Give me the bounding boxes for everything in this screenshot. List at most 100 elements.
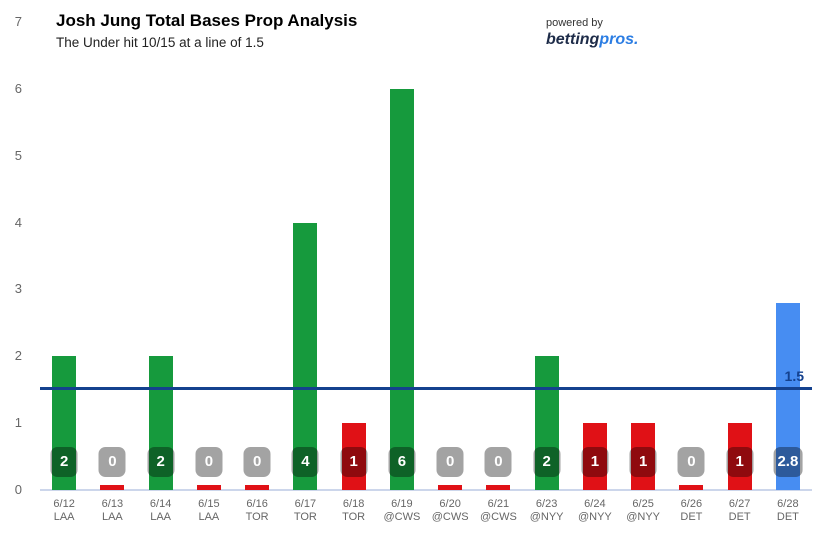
bar-6-25[interactable]: [631, 423, 656, 490]
x-axis-date: 6/14: [149, 498, 172, 510]
bar-slot: 0 6/20 @CWS: [426, 22, 474, 523]
x-axis-label: 6/15 LAA: [198, 498, 219, 524]
bar-6-18[interactable]: [341, 423, 366, 490]
plot-area: 2 6/12 LAA 0 6/13 LAA 2 6/14 LAA 0 6/15 LAA 0 6/16 TOR…: [40, 22, 812, 523]
x-axis-label: 6/19 @CWS: [383, 498, 420, 524]
x-axis-opponent: @NYY: [626, 511, 661, 523]
bar-6-13[interactable]: [100, 485, 125, 490]
bettingpros-logo: powered by bettingpros.: [546, 17, 638, 49]
bar-6-27[interactable]: [727, 423, 752, 490]
value-badge: 2: [533, 447, 561, 477]
bar-6-14[interactable]: [148, 356, 173, 490]
brand-name-dark: betting: [546, 31, 600, 48]
bar-slot: 0 6/21 @CWS: [474, 22, 522, 523]
x-axis-label: 6/14 LAA: [150, 498, 171, 524]
bar-6-28[interactable]: [775, 302, 800, 490]
value-badge: 6: [388, 447, 416, 477]
y-axis-tick: 6: [14, 80, 22, 96]
x-axis-label: 6/28 DET: [777, 498, 799, 524]
value-badge: 1: [629, 447, 657, 477]
x-axis-date: 6/26: [680, 498, 703, 510]
bar-slot: 0 6/13 LAA: [88, 22, 136, 523]
bar-6-26[interactable]: [679, 485, 704, 490]
x-axis-label: 6/27 DET: [729, 498, 751, 524]
x-axis-date: 6/20: [439, 498, 461, 510]
x-axis-date: 6/15: [198, 498, 220, 510]
x-axis-label: 6/18 TOR: [342, 498, 365, 524]
bar-6-17[interactable]: [293, 222, 318, 490]
bar-slot: 1 6/18 TOR: [330, 22, 378, 523]
bar-slot: 0 6/26 DET: [667, 22, 715, 523]
prop-line: 1.5: [40, 368, 812, 390]
x-axis-date: 6/16: [246, 498, 268, 510]
x-axis-opponent: DET: [776, 511, 799, 523]
value-badge: 2: [50, 447, 78, 477]
value-badge: 1: [581, 447, 609, 477]
x-axis-label: 6/20 @CWS: [432, 498, 469, 524]
bar-6-16[interactable]: [245, 485, 270, 490]
x-axis-opponent: LAA: [150, 511, 172, 523]
y-axis-tick: 0: [14, 482, 22, 497]
value-badge: 4: [291, 447, 319, 477]
bar-6-20[interactable]: [438, 485, 463, 490]
x-axis-opponent: @CWS: [383, 511, 421, 523]
value-badge: 2.8: [773, 447, 803, 477]
x-axis-opponent: DET: [680, 511, 703, 523]
bar-slot: 1 6/24 @NYY: [571, 22, 619, 523]
bar-6-19[interactable]: [389, 88, 414, 490]
bettingpros-wordmark: bettingpros.: [546, 30, 638, 49]
y-axis-tick: 7: [14, 14, 22, 29]
value-badge: 0: [484, 447, 512, 477]
bar-6-12[interactable]: [52, 356, 77, 490]
bar-slot: 0 6/15 LAA: [185, 22, 233, 523]
bar-slot: 1 6/27 DET: [716, 22, 764, 523]
x-axis-date: 6/21: [487, 498, 510, 510]
x-axis-opponent: @NYY: [577, 511, 612, 523]
y-axis-tick: 3: [14, 281, 22, 297]
bar-slot: 0 6/16 TOR: [233, 22, 281, 523]
bar-slot: 4 6/17 TOR: [281, 22, 329, 523]
bar-slot: 6 6/19 @CWS: [378, 22, 426, 523]
bar-6-21[interactable]: [486, 485, 511, 490]
bar-slot: 2.8 6/28 DET: [764, 22, 812, 523]
x-axis-opponent: @CWS: [431, 511, 469, 523]
powered-by-label: powered by: [546, 17, 603, 29]
bar-6-15[interactable]: [196, 485, 221, 490]
chart-title: Josh Jung Total Bases Prop Analysis: [56, 11, 358, 30]
y-axis: 0 1 2 3 4 5 6 7: [0, 15, 22, 497]
value-badge: 2: [147, 447, 175, 477]
x-axis-date: 6/19: [391, 498, 413, 510]
x-axis-opponent: LAA: [101, 511, 123, 523]
y-axis-tick: 2: [14, 348, 22, 364]
x-axis-label: 6/17 TOR: [294, 498, 317, 524]
x-axis-opponent: LAA: [53, 511, 75, 523]
x-axis-opponent: DET: [728, 511, 751, 523]
y-axis-tick: 1: [14, 415, 22, 431]
y-axis-tick: 5: [14, 147, 22, 163]
bar-slot: 1 6/25 @NYY: [619, 22, 667, 523]
x-axis-opponent: LAA: [198, 511, 220, 523]
x-axis-label: 6/26 DET: [680, 498, 702, 524]
x-axis-label: 6/21 @CWS: [480, 498, 517, 524]
x-axis-label: 6/25 @NYY: [626, 498, 660, 524]
x-axis-opponent: TOR: [293, 511, 317, 523]
value-badge: 0: [195, 447, 223, 477]
bar-slot: 2 6/23 @NYY: [523, 22, 571, 523]
value-badge: 0: [243, 447, 271, 477]
x-axis-date: 6/24: [584, 498, 606, 510]
bar-slot: 2 6/12 LAA: [40, 22, 88, 523]
x-axis-date: 6/13: [101, 498, 124, 510]
x-axis-label: 6/12 LAA: [53, 498, 74, 524]
x-axis-date: 6/23: [535, 498, 558, 510]
bar-6-23[interactable]: [534, 356, 559, 490]
brand-name-light: pros: [599, 31, 634, 48]
x-axis-label: 6/23 @NYY: [530, 498, 564, 524]
value-badge: 0: [436, 447, 464, 477]
prop-line-label: 1.5: [784, 367, 804, 384]
bar-6-24[interactable]: [582, 423, 607, 490]
x-axis-line: [40, 489, 812, 491]
x-axis-opponent: TOR: [245, 511, 269, 523]
x-axis-date: 6/12: [53, 498, 75, 510]
x-axis-label: 6/24 @NYY: [578, 498, 612, 524]
